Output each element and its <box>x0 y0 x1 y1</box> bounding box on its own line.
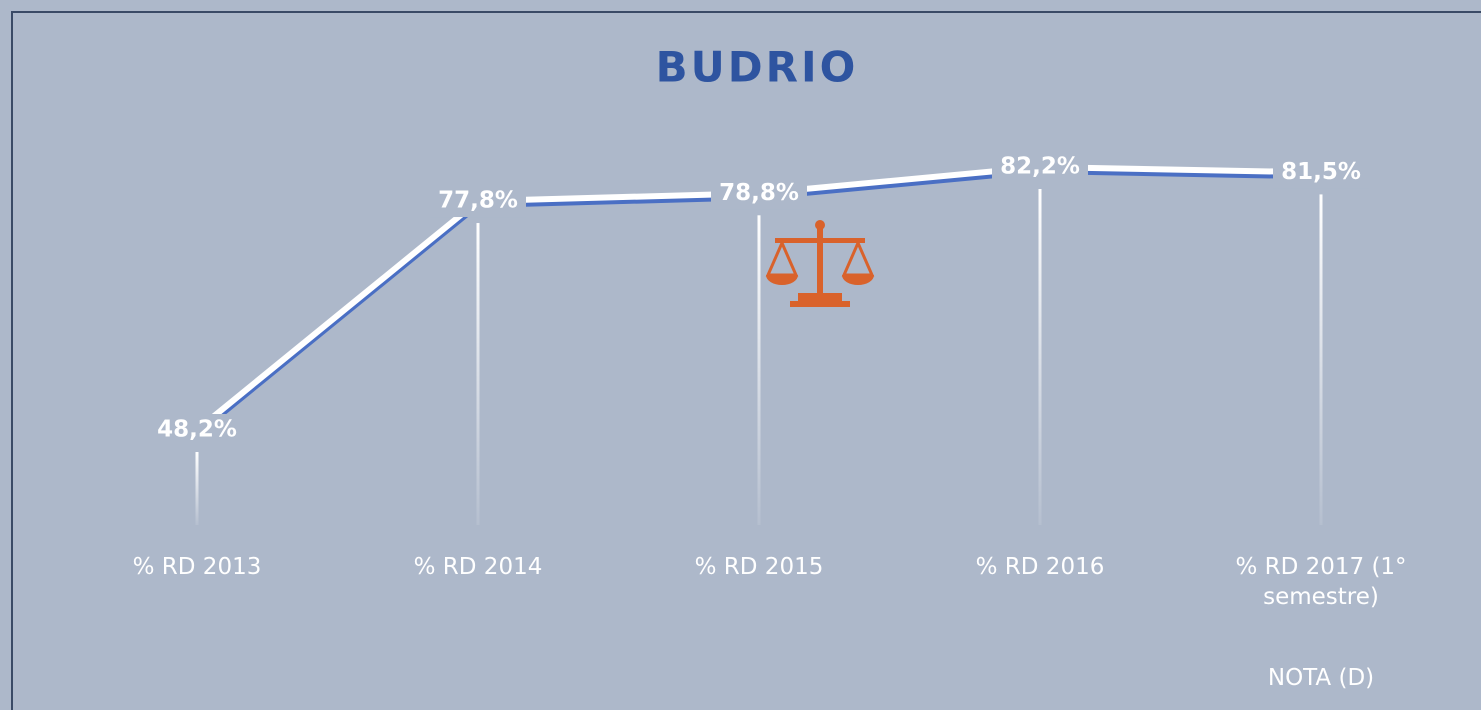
scale-icon <box>765 220 875 307</box>
label-bg <box>430 185 526 218</box>
data-label: 78,8% <box>719 180 799 206</box>
data-label: 48,2% <box>157 417 237 443</box>
label-bg <box>992 151 1088 183</box>
drop-line <box>195 452 199 525</box>
data-label: 81,5% <box>1281 159 1361 185</box>
frame <box>11 11 1481 710</box>
label-bg <box>149 414 245 446</box>
x-tick-label: % RD 2013 <box>132 554 262 580</box>
drop-line <box>476 223 480 526</box>
x-tick-label: % RD 2014 <box>413 554 543 580</box>
x-tick-label: % RD 2016 <box>975 554 1105 580</box>
annotation: NOTA (D) <box>1267 665 1375 691</box>
x-tick-label: % RD 2017 (1° semestre) <box>1235 554 1407 610</box>
drop-line <box>1038 189 1042 525</box>
data-label: 77,8% <box>438 188 518 214</box>
chart-title: BUDRIO <box>656 43 859 92</box>
drop-line <box>757 215 761 526</box>
data-label: 82,2% <box>1000 154 1080 180</box>
label-bg <box>1273 156 1369 189</box>
label-bg <box>711 177 807 210</box>
x-tick-label: % RD 2015 <box>694 554 824 580</box>
drop-line <box>1319 194 1323 525</box>
